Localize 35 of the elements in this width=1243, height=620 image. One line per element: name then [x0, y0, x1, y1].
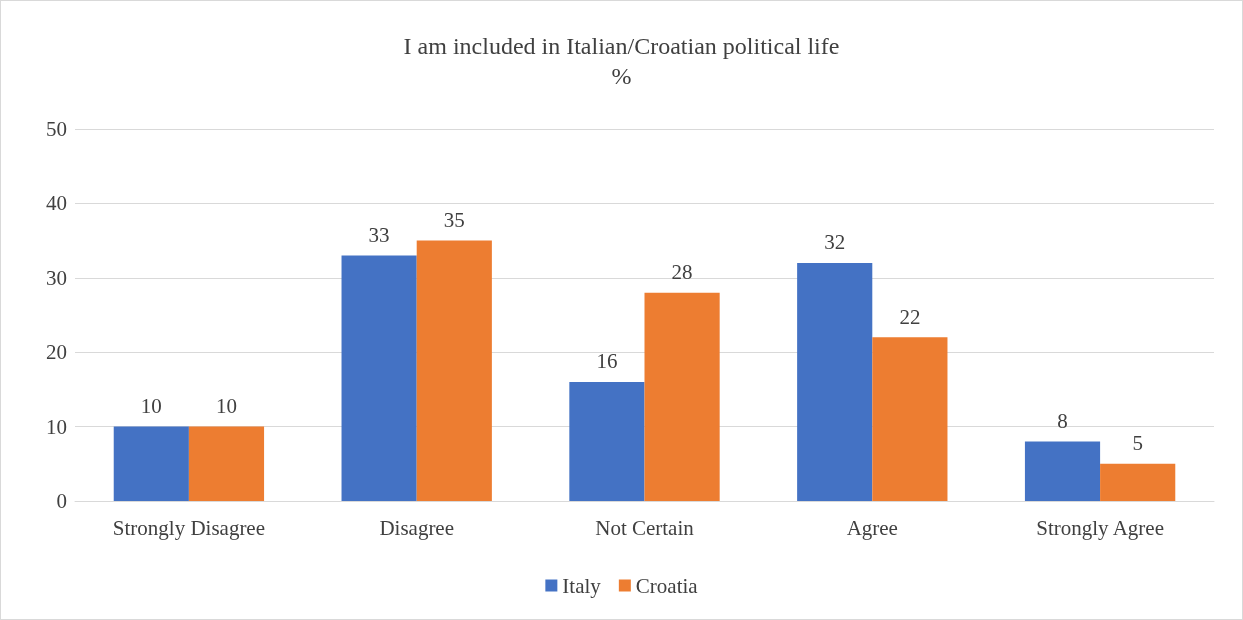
chart-title: I am included in Italian/Croatian political life [403, 33, 840, 59]
data-label: 10 [215, 394, 237, 419]
bar [872, 337, 948, 501]
x-tick-label: Agree [846, 515, 898, 540]
x-tick-label: Disagree [379, 515, 455, 540]
data-label: 32 [824, 230, 846, 255]
bar [569, 381, 645, 501]
data-label: 8 [1057, 408, 1068, 433]
data-label: 10 [140, 394, 162, 419]
data-label: 35 [443, 208, 465, 233]
x-tick-label: Strongly Disagree [112, 515, 266, 540]
data-label: 5 [1132, 431, 1143, 456]
data-label: 22 [899, 304, 921, 329]
bar [797, 262, 873, 501]
y-tick-label: 20 [46, 340, 67, 365]
bar [416, 240, 492, 501]
bar [1024, 441, 1101, 501]
bar [188, 426, 265, 501]
data-label: 33 [368, 222, 390, 247]
y-tick-label: 40 [46, 191, 67, 216]
bar [113, 426, 189, 501]
y-tick-label: 30 [46, 265, 67, 290]
data-label: 28 [671, 260, 693, 285]
legend-label: Croatia [635, 573, 699, 598]
bar [341, 255, 417, 501]
x-tick-label: Not Certain [595, 515, 695, 540]
y-tick-label: 50 [46, 117, 67, 141]
chart-subtitle: % [611, 63, 632, 89]
y-tick-label: 10 [46, 414, 67, 439]
data-label: 16 [596, 349, 618, 374]
x-tick-label: Strongly Agree [1036, 515, 1164, 540]
bar [1100, 463, 1176, 501]
legend-label: Italy [562, 573, 602, 598]
y-tick-label: 0 [56, 489, 67, 513]
bar [644, 292, 720, 501]
